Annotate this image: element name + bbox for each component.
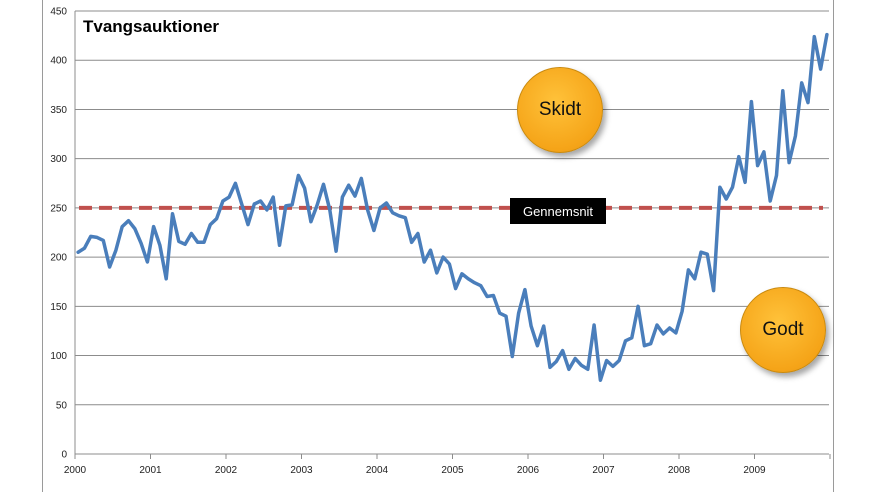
y-tick-label: 150: [50, 302, 67, 313]
x-tick-label: 2007: [592, 465, 615, 476]
series-line: [76, 32, 829, 382]
x-tick-label: 2009: [743, 465, 766, 476]
annotation-bad-label: Skidt: [538, 99, 582, 120]
x-tick-label: 2001: [139, 465, 162, 476]
y-tick-label: 200: [50, 253, 67, 264]
average-line-label: Gennemsnit: [510, 198, 606, 224]
y-tick-label: 250: [50, 203, 67, 214]
annotation-good-label: Godt: [762, 319, 804, 340]
x-tick-label: 2008: [668, 465, 691, 476]
y-tick-label: 50: [56, 400, 68, 411]
x-tick-label: 2000: [64, 465, 87, 476]
x-tick-label: 2005: [441, 465, 464, 476]
x-tick-label: 2006: [517, 465, 540, 476]
y-tick-label: 400: [50, 56, 67, 67]
y-tick-label: 450: [50, 7, 67, 18]
x-tick-label: 2002: [215, 465, 238, 476]
chart-frame: [42, 0, 834, 492]
x-tick-label: 2003: [290, 465, 313, 476]
y-tick-label: 300: [50, 154, 67, 165]
annotation-bad-circle: Skidt: [517, 67, 603, 153]
y-tick-label: 0: [61, 450, 67, 461]
annotation-good-circle: Godt: [740, 287, 826, 373]
y-tick-label: 100: [50, 351, 67, 362]
x-tick-label: 2004: [366, 465, 389, 476]
chart-title: Tvangsauktioner: [83, 17, 220, 36]
y-tick-label: 350: [50, 105, 67, 116]
